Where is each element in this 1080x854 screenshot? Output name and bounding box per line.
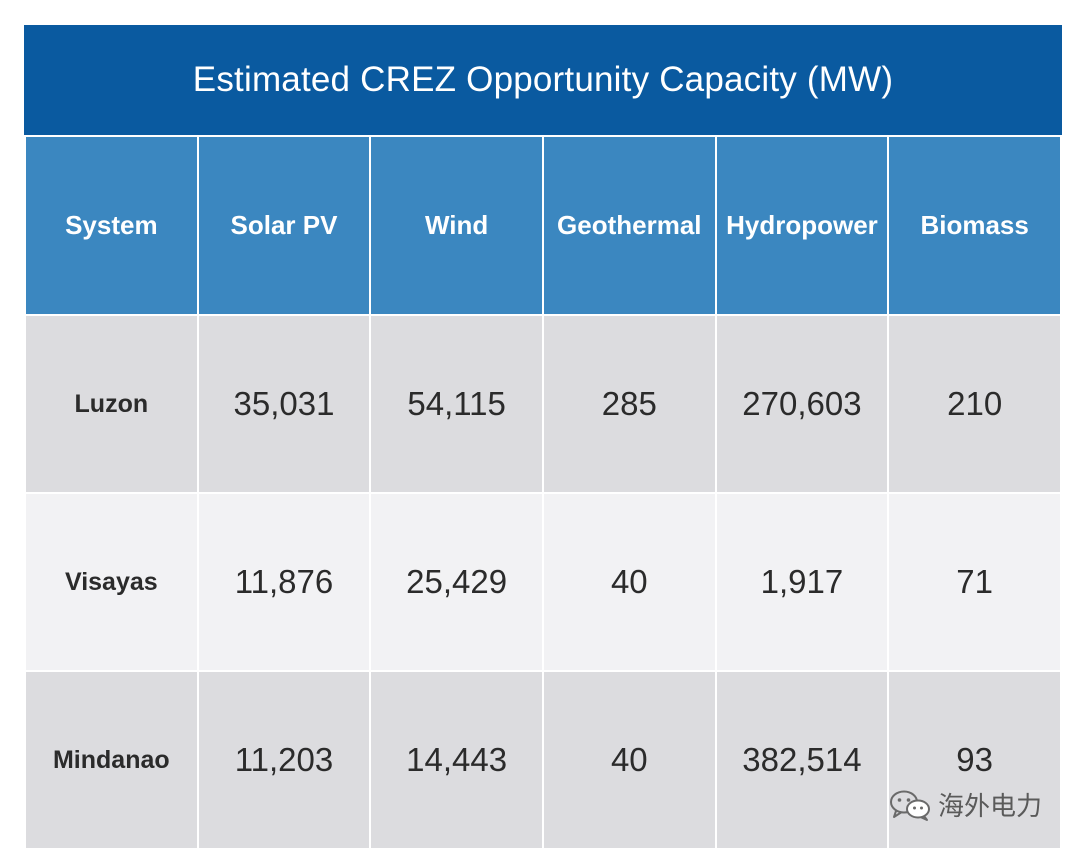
header-system: System xyxy=(24,135,199,315)
header-wind: Wind xyxy=(369,135,544,315)
row-label: Mindanao xyxy=(24,670,199,848)
cell-wind: 54,115 xyxy=(369,314,544,493)
table-row-visayas: Visayas 11,876 25,429 40 1,917 71 xyxy=(24,492,1062,671)
row-label: Visayas xyxy=(24,492,199,671)
cell-hydropower: 382,514 xyxy=(714,670,890,848)
header-solar-pv: Solar PV xyxy=(196,135,372,315)
cell-geothermal: 40 xyxy=(541,492,717,671)
watermark-text: 海外电力 xyxy=(938,791,1043,821)
header-biomass: Biomass xyxy=(887,135,1062,315)
capacity-table-container: Estimated CREZ Opportunity Capacity (MW)… xyxy=(24,25,1062,848)
cell-solar-pv: 11,876 xyxy=(196,492,372,671)
capacity-table: System Solar PV Wind Geothermal Hydropow… xyxy=(24,135,1062,848)
wechat-icon xyxy=(888,788,932,822)
cell-solar-pv: 35,031 xyxy=(196,314,372,493)
table-row-luzon: Luzon 35,031 54,115 285 270,603 210 xyxy=(24,314,1062,493)
table-row-mindanao: Mindanao 11,203 14,443 40 382,514 93 xyxy=(24,670,1062,848)
cell-solar-pv: 11,203 xyxy=(196,670,372,848)
watermark: 海外电力 xyxy=(888,786,1042,823)
cell-hydropower: 270,603 xyxy=(714,314,890,493)
cell-wind: 14,443 xyxy=(369,670,544,848)
cell-hydropower: 1,917 xyxy=(714,492,890,671)
cell-geothermal: 40 xyxy=(541,670,717,848)
table-title: Estimated CREZ Opportunity Capacity (MW) xyxy=(24,25,1062,135)
header-hydropower: Hydropower xyxy=(714,135,890,315)
cell-geothermal: 285 xyxy=(541,314,717,493)
cell-biomass: 210 xyxy=(887,314,1062,493)
header-row: System Solar PV Wind Geothermal Hydropow… xyxy=(24,135,1062,315)
header-geothermal: Geothermal xyxy=(541,135,717,315)
cell-biomass: 71 xyxy=(887,492,1062,671)
cell-wind: 25,429 xyxy=(369,492,544,671)
row-label: Luzon xyxy=(24,314,199,493)
cell-biomass: 93 xyxy=(887,670,1062,848)
